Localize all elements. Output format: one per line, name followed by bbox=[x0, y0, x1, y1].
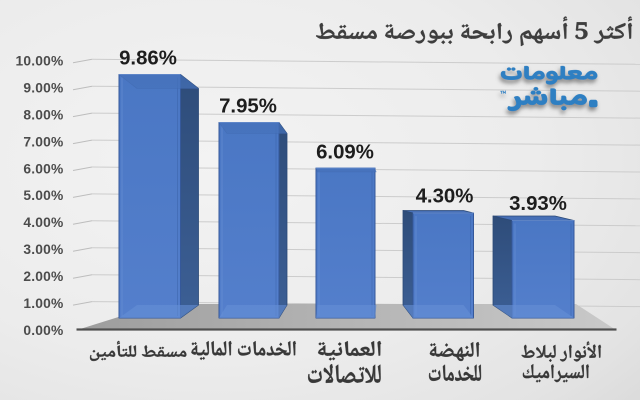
svg-text:6.09%: 6.09% bbox=[316, 142, 374, 164]
svg-text:4.30%: 4.30% bbox=[416, 186, 474, 208]
svg-text:8.00%: 8.00% bbox=[23, 107, 63, 122]
svg-text:9.86%: 9.86% bbox=[119, 48, 177, 70]
svg-text:4.00%: 4.00% bbox=[23, 215, 63, 230]
svg-text:7.95%: 7.95% bbox=[219, 96, 277, 118]
svg-text:7.00%: 7.00% bbox=[23, 134, 63, 149]
svg-text:9.00%: 9.00% bbox=[23, 81, 63, 96]
svg-text:2.00%: 2.00% bbox=[23, 269, 63, 284]
svg-text:1.00%: 1.00% bbox=[23, 296, 63, 311]
svg-text:5.00%: 5.00% bbox=[23, 188, 63, 203]
svg-text:0.00%: 0.00% bbox=[23, 323, 63, 338]
svg-text:6.00%: 6.00% bbox=[23, 161, 63, 176]
svg-text:3.93%: 3.93% bbox=[509, 193, 567, 215]
svg-text:3.00%: 3.00% bbox=[23, 242, 63, 257]
svg-text:10.00%: 10.00% bbox=[16, 54, 64, 69]
